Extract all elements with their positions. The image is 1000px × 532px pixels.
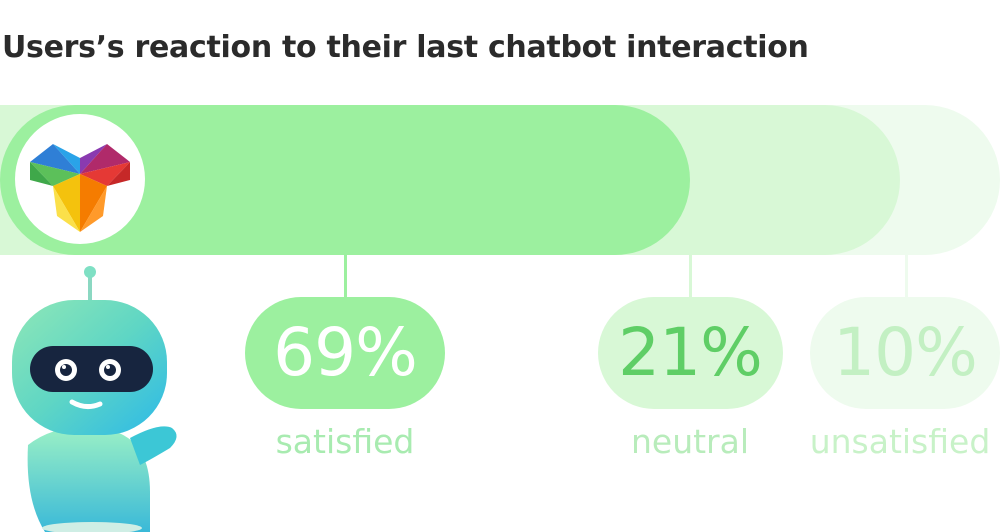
value-pill-neutral: 21%	[597, 297, 783, 409]
prism-logo-icon	[15, 114, 145, 244]
category-label-satisfied: satisfied	[275, 422, 415, 461]
value-pill-satisfied: 69%	[245, 297, 445, 409]
category-label-unsatisfied: unsatisfied	[809, 422, 991, 461]
connector-neutral	[689, 255, 692, 297]
connector-unsatisfied	[905, 255, 908, 297]
data-label-satisfied: 69%	[273, 314, 418, 391]
data-label-unsatisfied: 10%	[833, 314, 978, 391]
chart-title: Users’s reaction to their last chatbot i…	[2, 30, 809, 65]
chatbot-robot-mascot	[12, 266, 177, 532]
category-label-neutral: neutral	[630, 422, 750, 461]
data-label-neutral: 21%	[618, 314, 763, 391]
value-pill-unsatisfied: 10%	[810, 297, 1000, 409]
connector-satisfied	[344, 255, 347, 297]
